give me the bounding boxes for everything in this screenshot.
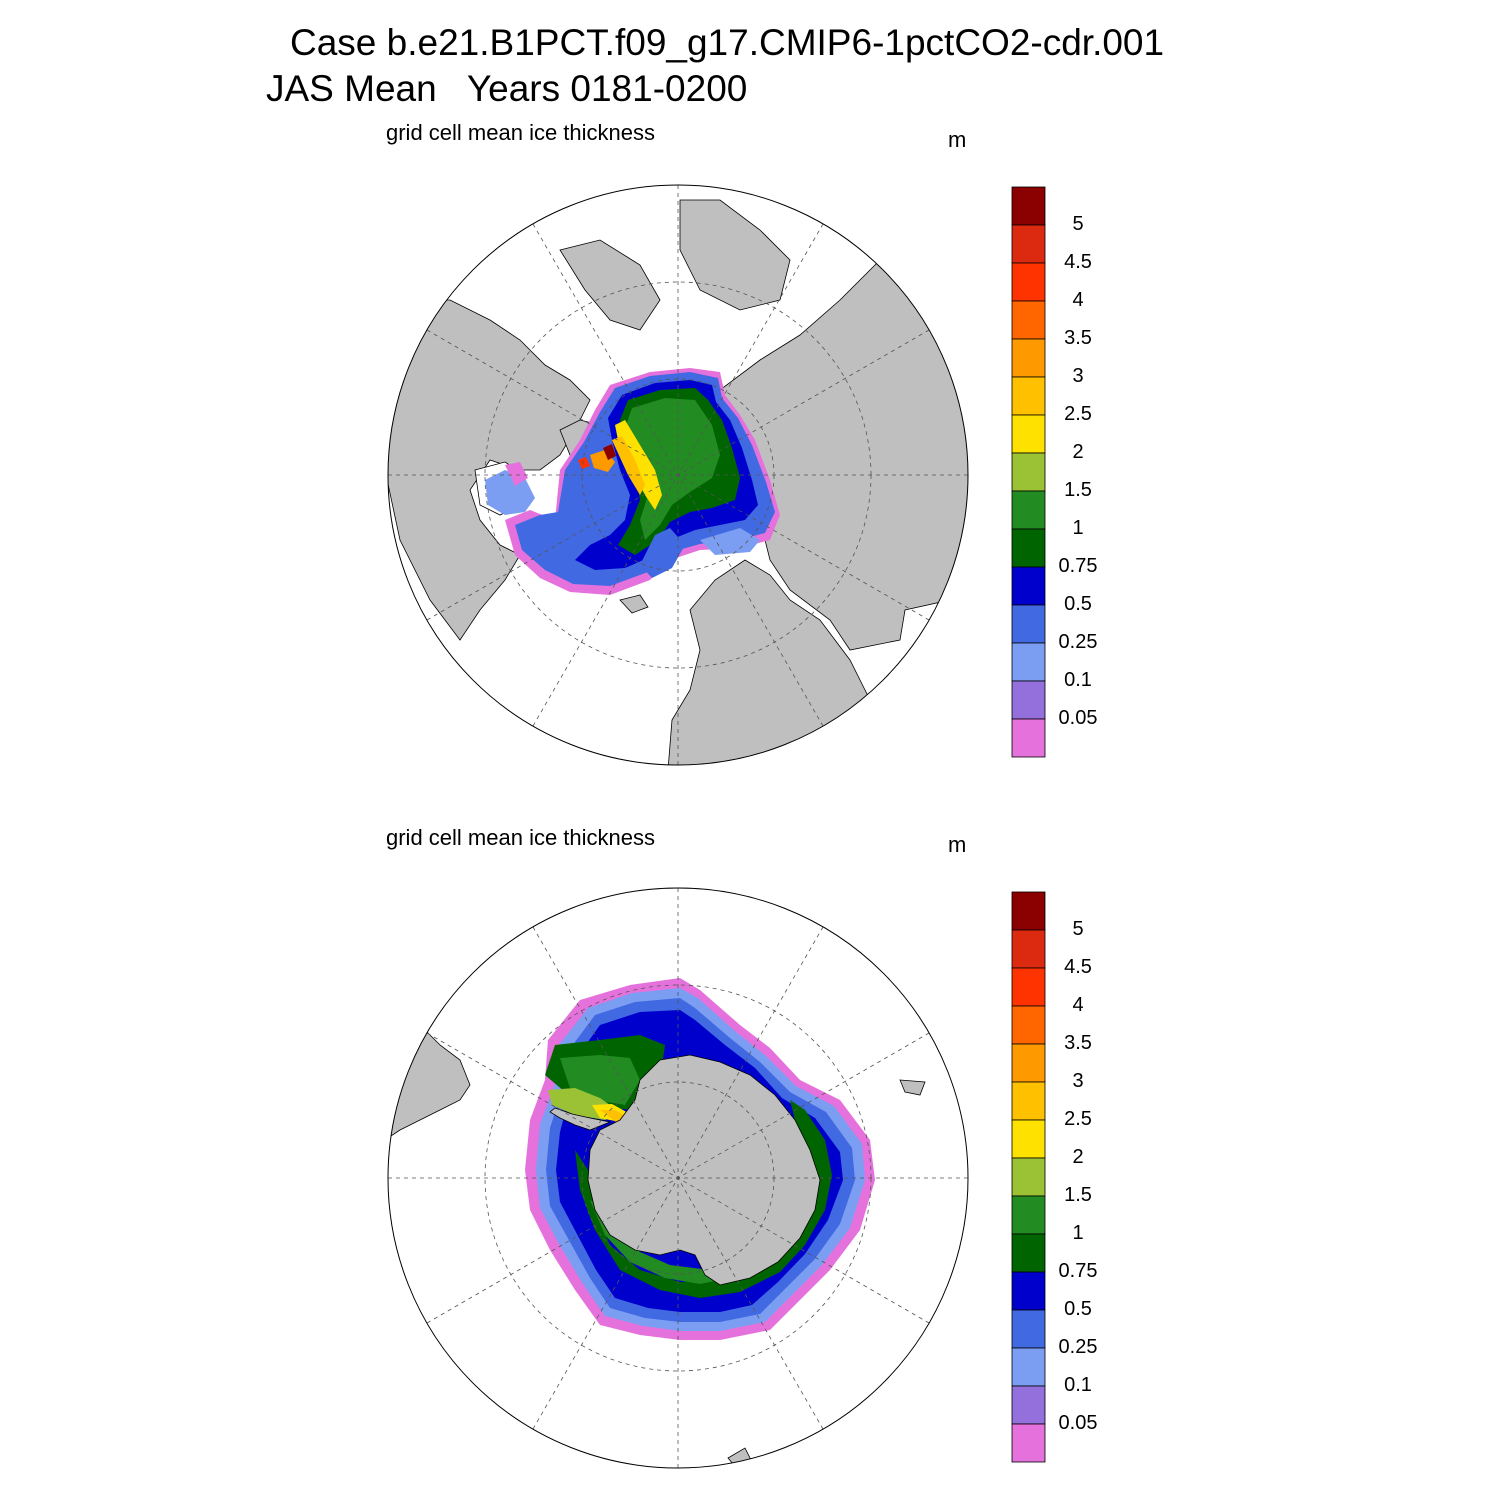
- north-colorbar-tick-label: 3: [1072, 365, 1084, 387]
- south-colorbar-swatch: [1011, 1347, 1046, 1387]
- south-colorbar-tick-label: 3.5: [1064, 1032, 1092, 1054]
- north-colorbar-swatch: [1011, 262, 1046, 302]
- south-colorbar-swatch: [1011, 1423, 1046, 1463]
- south-colorbar-tick-label: 0.25: [1058, 1336, 1098, 1358]
- north-ice-1: [626, 398, 720, 540]
- north-colorbar-tick-label: 0.75: [1058, 555, 1098, 577]
- north-colorbar-tick-label: 1.5: [1064, 479, 1092, 501]
- south-colorbar-tick-label: 5: [1072, 918, 1084, 940]
- north-map-border: [387, 184, 969, 766]
- north-colorbar-swatch: [1011, 186, 1046, 226]
- north-panel-variable-label: grid cell mean ice thickness: [386, 120, 656, 145]
- north-colorbar-tick-label: 4.5: [1064, 251, 1092, 273]
- south-colorbar-swatch: [1011, 1119, 1046, 1159]
- north-colorbar-tick-label: 0.1: [1064, 669, 1092, 691]
- north-colorbar-tick-label: 3.5: [1064, 327, 1092, 349]
- south-map-border: [387, 887, 969, 1469]
- south-colorbar-tick-label: 1: [1072, 1222, 1084, 1244]
- north-polar-map: [388, 185, 968, 765]
- north-colorbar-tick-label: 0.05: [1058, 707, 1098, 729]
- south-colorbar-tick-label: 1.5: [1064, 1184, 1092, 1206]
- south-colorbar-tick-label: 3: [1072, 1070, 1084, 1092]
- antarctica: [587, 1054, 821, 1286]
- south-colorbar-tick-label: 0.05: [1058, 1412, 1098, 1434]
- south-panel-units: m: [948, 832, 967, 857]
- south-colorbar: [1011, 891, 1046, 1463]
- north-colorbar-swatch: [1011, 604, 1046, 644]
- south-graticule: [388, 888, 968, 1468]
- south-colorbar-swatch: [1011, 1233, 1046, 1273]
- north-colorbar-swatch: [1011, 528, 1046, 568]
- south-colorbar-swatch: [1011, 1385, 1046, 1425]
- north-ice-2: [615, 420, 662, 510]
- north-colorbar-tick-label: 1: [1072, 517, 1084, 539]
- antarctic-peninsula: [549, 1107, 612, 1131]
- south-colorbar-tick-label: 4.5: [1064, 956, 1092, 978]
- south-colorbar-swatch: [1011, 891, 1046, 931]
- north-colorbar-swatch: [1011, 718, 1046, 758]
- north-colorbar-tick-label: 4: [1072, 289, 1084, 311]
- north-colorbar-swatch: [1011, 566, 1046, 606]
- south-polar-map: [388, 888, 968, 1468]
- south-colorbar-tick-label: 2: [1072, 1146, 1084, 1168]
- north-colorbar-swatch: [1011, 680, 1046, 720]
- figure-title-line1: Case b.e21.B1PCT.f09_g17.CMIP6-1pctCO2-c…: [290, 22, 1165, 63]
- north-sea-ice: [485, 368, 780, 595]
- figure-title-line2: JAS Mean Years 0181-0200: [266, 68, 748, 109]
- north-colorbar-tick-label: 2.5: [1064, 403, 1092, 425]
- north-colorbar-swatch: [1011, 490, 1046, 530]
- south-colorbar-swatch: [1011, 1081, 1046, 1121]
- south-colorbar-swatch: [1011, 1005, 1046, 1045]
- north-ice-4: [578, 457, 590, 469]
- south-colorbar-swatch: [1011, 1309, 1046, 1349]
- south-ice-1-ring: [590, 1200, 770, 1284]
- south-colorbar-tick-label: 2.5: [1064, 1108, 1092, 1130]
- south-colorbar-swatch: [1011, 1195, 1046, 1235]
- africa-tip: [899, 1079, 926, 1096]
- north-colorbar-tick-label: 2: [1072, 441, 1084, 463]
- south-colorbar-swatch: [1011, 1043, 1046, 1083]
- north-ice-5: [603, 444, 616, 460]
- north-graticule: [388, 185, 968, 765]
- north-colorbar-tick-label: 0.5: [1064, 593, 1092, 615]
- north-colorbar-swatch: [1011, 338, 1046, 378]
- north-colorbar-swatch: [1011, 224, 1046, 264]
- south-colorbar-tick-label: 0.1: [1064, 1374, 1092, 1396]
- north-ice-greenland-east: [640, 528, 685, 578]
- north-ice-kara: [700, 528, 760, 555]
- south-colorbar-swatch: [1011, 1157, 1046, 1197]
- south-colorbar-tick-label: 0.75: [1058, 1260, 1098, 1282]
- north-colorbar-tick-label: 5: [1072, 213, 1084, 235]
- north-ice-2.5: [612, 436, 645, 495]
- south-colorbar-tick-label: 0.5: [1064, 1298, 1092, 1320]
- north-colorbar-swatch: [1011, 452, 1046, 492]
- north-colorbar-tick-label: 0.25: [1058, 631, 1098, 653]
- south-ice-0.75-ring: [575, 1100, 832, 1298]
- north-ice-hudson-edge: [505, 462, 528, 486]
- south-colorbar-tick-label: 4: [1072, 994, 1084, 1016]
- north-colorbar: [1011, 186, 1046, 758]
- north-panel-units: m: [948, 127, 967, 152]
- south-panel-variable-label: grid cell mean ice thickness: [386, 825, 656, 850]
